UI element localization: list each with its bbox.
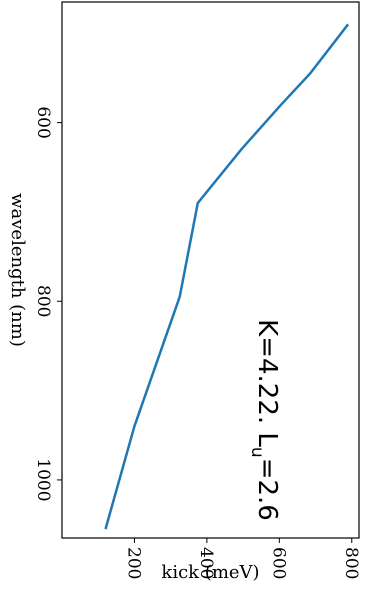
annotation-main: K=4.22. L	[252, 319, 282, 447]
series-line	[104, 23, 350, 530]
x-tick-label: 800	[33, 285, 53, 317]
y-tick-label: 800	[341, 547, 361, 579]
y-tick-label: 400	[196, 547, 216, 579]
annotation-subscript: u	[247, 447, 267, 458]
y-axis-ticks: 200 400 600 800	[123, 538, 361, 579]
y-tick-label: 200	[123, 547, 143, 579]
x-tick-label: 1000	[33, 458, 53, 501]
y-axis-title: kick (meV)	[161, 562, 259, 583]
y-tick-label: 600	[268, 547, 288, 579]
annotation: K=4.22. Lu=2.6	[247, 319, 282, 521]
plot-frame	[61, 1, 360, 539]
annotation-suffix: =2.6	[252, 458, 282, 521]
x-tick-label: 600	[33, 106, 53, 138]
x-axis-title: wavelength (nm)	[7, 193, 28, 347]
x-axis-ticks: 600 800 1000	[33, 106, 62, 502]
